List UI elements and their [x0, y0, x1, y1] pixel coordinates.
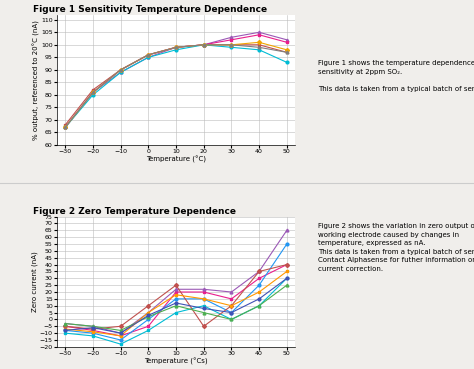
Text: Figure 2 Zero Temperature Dependence: Figure 2 Zero Temperature Dependence	[33, 207, 236, 216]
Text: Figure 1 shows the temperature dependence of
sensitivity at 2ppm SO₂.

This data: Figure 1 shows the temperature dependenc…	[319, 61, 474, 92]
X-axis label: Temperature (°Cs): Temperature (°Cs)	[144, 358, 208, 365]
Text: Figure 1 Sensitivity Temperature Dependence: Figure 1 Sensitivity Temperature Depende…	[33, 5, 267, 14]
Y-axis label: Zero current (nA): Zero current (nA)	[32, 251, 38, 312]
X-axis label: Temperature (°C): Temperature (°C)	[146, 156, 206, 163]
Y-axis label: % output, referenced to 20°C (nA): % output, referenced to 20°C (nA)	[33, 20, 40, 140]
Text: Figure 2 shows the variation in zero output of the
working electrode caused by c: Figure 2 shows the variation in zero out…	[319, 223, 474, 272]
